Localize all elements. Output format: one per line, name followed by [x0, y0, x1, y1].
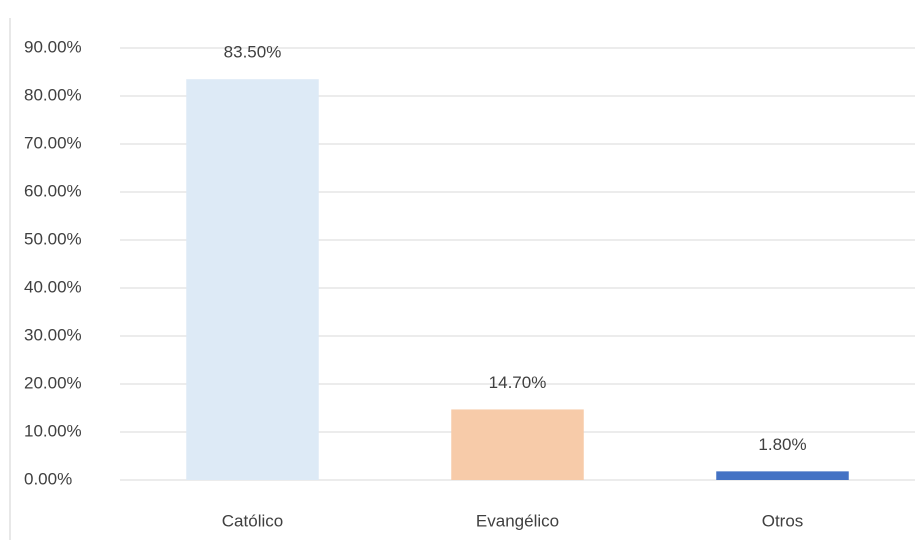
y-tick-label: 0.00%: [24, 469, 72, 488]
bar: [186, 79, 319, 480]
data-label: 14.70%: [489, 373, 547, 392]
y-tick-label: 70.00%: [24, 133, 82, 152]
y-tick-label: 30.00%: [24, 325, 82, 344]
y-tick-label: 50.00%: [24, 229, 82, 248]
x-tick-label: Evangélico: [476, 511, 559, 530]
bar: [451, 409, 584, 480]
x-tick-label: Otros: [762, 511, 804, 530]
y-tick-label: 60.00%: [24, 181, 82, 200]
y-tick-label: 10.00%: [24, 421, 82, 440]
y-tick-label: 20.00%: [24, 373, 82, 392]
y-tick-label: 80.00%: [24, 85, 82, 104]
bar: [716, 471, 849, 480]
x-tick-label: Católico: [222, 511, 283, 530]
data-label: 83.50%: [224, 43, 282, 62]
y-tick-label: 40.00%: [24, 277, 82, 296]
y-tick-label: 90.00%: [24, 37, 82, 56]
data-label: 1.80%: [758, 435, 806, 454]
